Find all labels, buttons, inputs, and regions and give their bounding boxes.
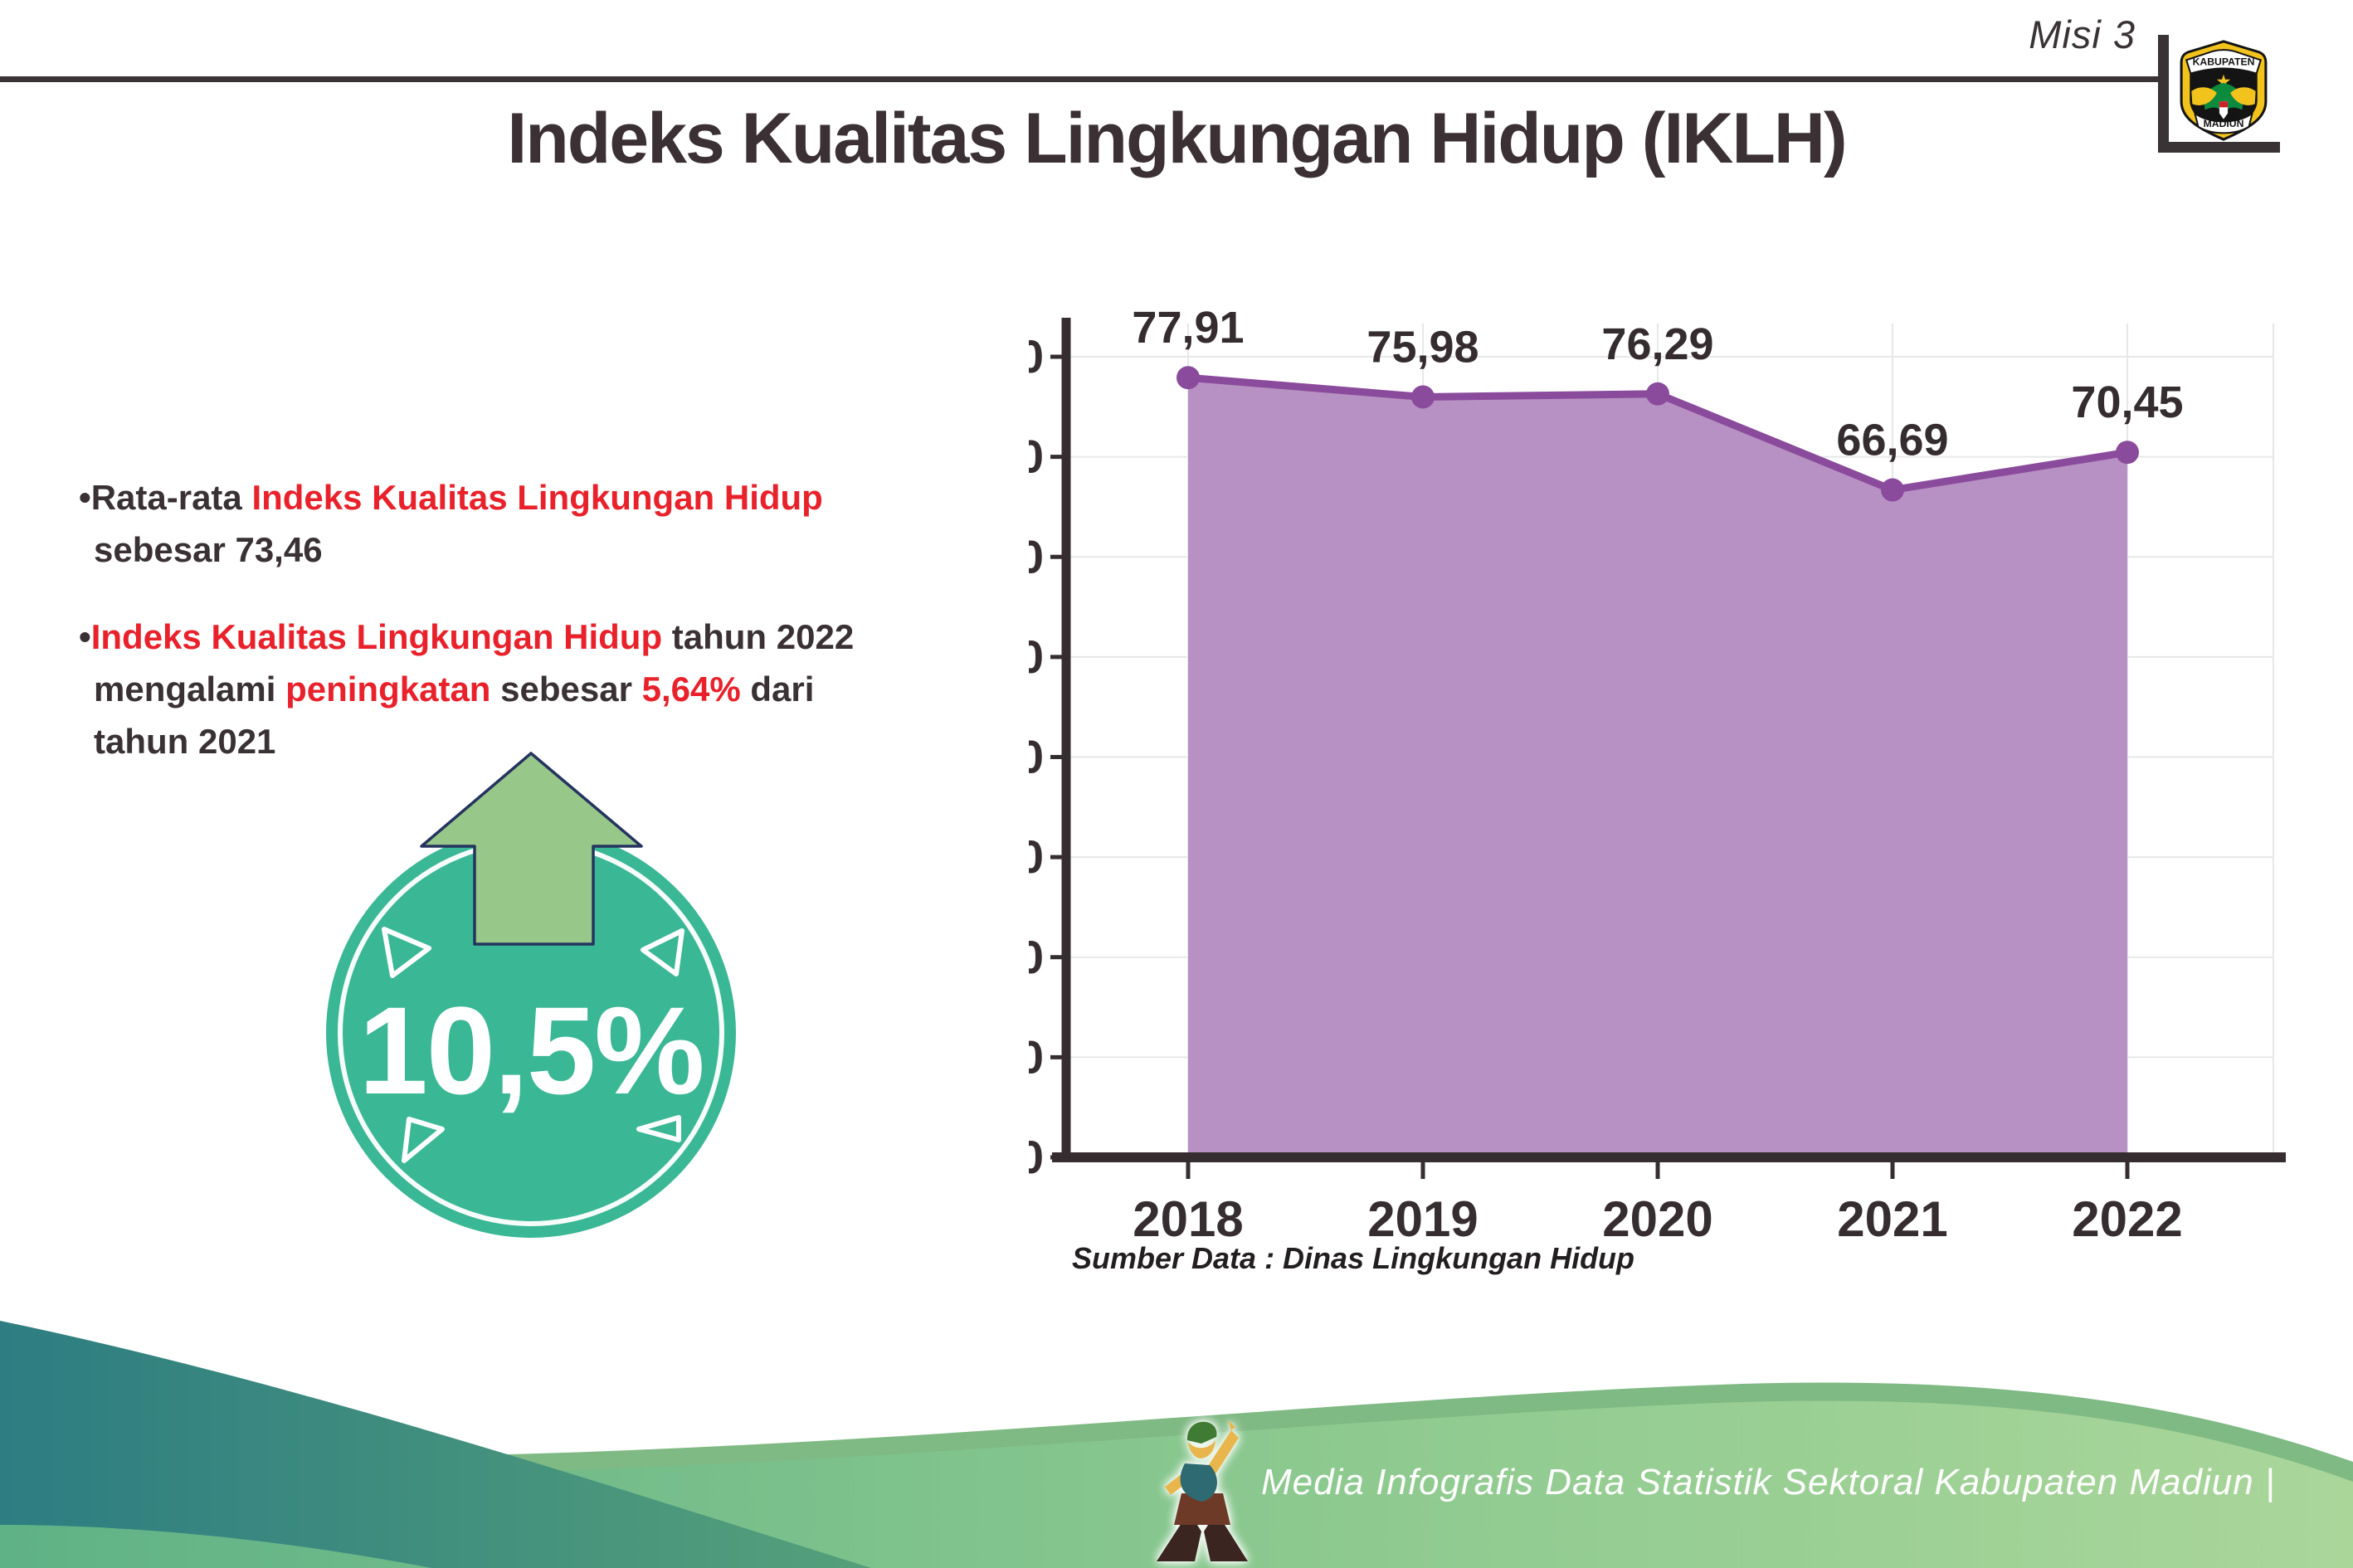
svg-text:2018: 2018: [1133, 1191, 1243, 1247]
bullet-item-increase: •Indeks Kualitas Lingkungan Hidup tahun …: [79, 617, 855, 761]
kabupaten-madiun-logo-icon: KABUPATEN MADIUN: [2180, 40, 2268, 141]
dancer-mascot-icon: [1157, 1420, 1248, 1561]
svg-text:76,29: 76,29: [1601, 319, 1713, 369]
svg-text:2019: 2019: [1367, 1191, 1478, 1247]
page-title: Indeks Kualitas Lingkungan Hidup (IKLH): [507, 99, 1847, 178]
bullet-item-average: •Rata-rata Indeks Kualitas Lingkungan Hi…: [79, 478, 823, 569]
misi-label: Misi 3: [2029, 12, 2136, 56]
svg-text:2022: 2022: [2072, 1191, 2182, 1247]
bullet-list: •Rata-rata Indeks Kualitas Lingkungan Hi…: [79, 471, 967, 802]
svg-text:66,69: 66,69: [1836, 416, 1948, 465]
logo-bracket-horizontal: [2158, 142, 2280, 153]
footer-caption: Media Infografis Data Statistik Sektoral…: [1261, 1462, 2276, 1502]
svg-text:20: 20: [1029, 931, 1044, 983]
iklh-chart: 0 10 20 30 40 50 60 70 80 2018 2019 2020 2021 2022 77,…: [1029, 303, 2286, 1247]
svg-text:75,98: 75,98: [1366, 322, 1479, 372]
logo-bracket-vertical: [2158, 35, 2169, 153]
svg-text:60: 60: [1029, 530, 1044, 582]
header-rule: [0, 76, 2159, 82]
logo-top-text: KABUPATEN: [2193, 56, 2255, 67]
svg-text:40: 40: [1029, 731, 1044, 783]
svg-text:80: 80: [1029, 330, 1044, 382]
badge-spark-icons: [382, 927, 684, 1163]
svg-text:70: 70: [1029, 431, 1044, 483]
svg-text:2020: 2020: [1602, 1191, 1712, 1247]
logo-bottom-text: MADIUN: [2204, 118, 2244, 129]
svg-text:0: 0: [1029, 1131, 1044, 1183]
svg-text:10: 10: [1029, 1030, 1044, 1083]
svg-text:70,45: 70,45: [2071, 377, 2183, 427]
badge-value: 10,5%: [358, 981, 704, 1120]
chart-source-note: Sumber Data : Dinas Lingkungan Hidup: [1072, 1241, 1635, 1275]
up-arrow-icon: [420, 752, 643, 946]
svg-text:30: 30: [1029, 830, 1044, 883]
svg-text:50: 50: [1029, 631, 1044, 683]
svg-text:77,91: 77,91: [1132, 303, 1244, 353]
svg-text:2021: 2021: [1837, 1191, 1947, 1247]
